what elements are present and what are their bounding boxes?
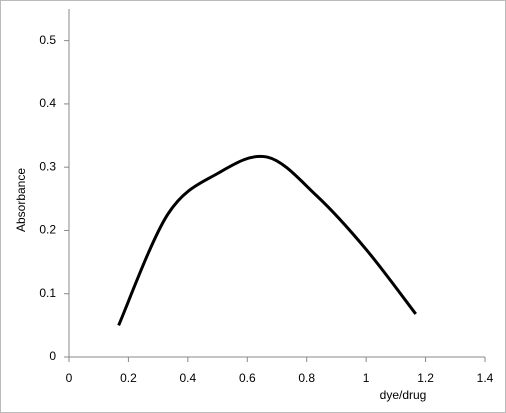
x-tick-label: 1.4 xyxy=(477,371,494,385)
x-tick-label: 0 xyxy=(66,371,73,385)
y-tick-label: 0.4 xyxy=(39,96,56,110)
x-tick-label: 0.4 xyxy=(180,371,197,385)
y-tick-label: 0.5 xyxy=(39,33,56,47)
y-tick-label: 0.3 xyxy=(39,159,56,173)
x-tick-label: 0.6 xyxy=(239,371,256,385)
y-tick-label: 0 xyxy=(49,349,56,363)
y-axis-title: Absorbance xyxy=(14,168,28,232)
x-tick-label: 0.8 xyxy=(298,371,315,385)
x-tick-label: 0.2 xyxy=(120,371,137,385)
x-tick-label: 1.2 xyxy=(417,371,434,385)
x-tick-label: 1 xyxy=(363,371,370,385)
y-tick-label: 0.2 xyxy=(39,223,56,237)
line-series xyxy=(117,154,417,326)
y-tick-label: 0.1 xyxy=(39,286,56,300)
x-axis-title: dye/drug xyxy=(380,388,427,402)
